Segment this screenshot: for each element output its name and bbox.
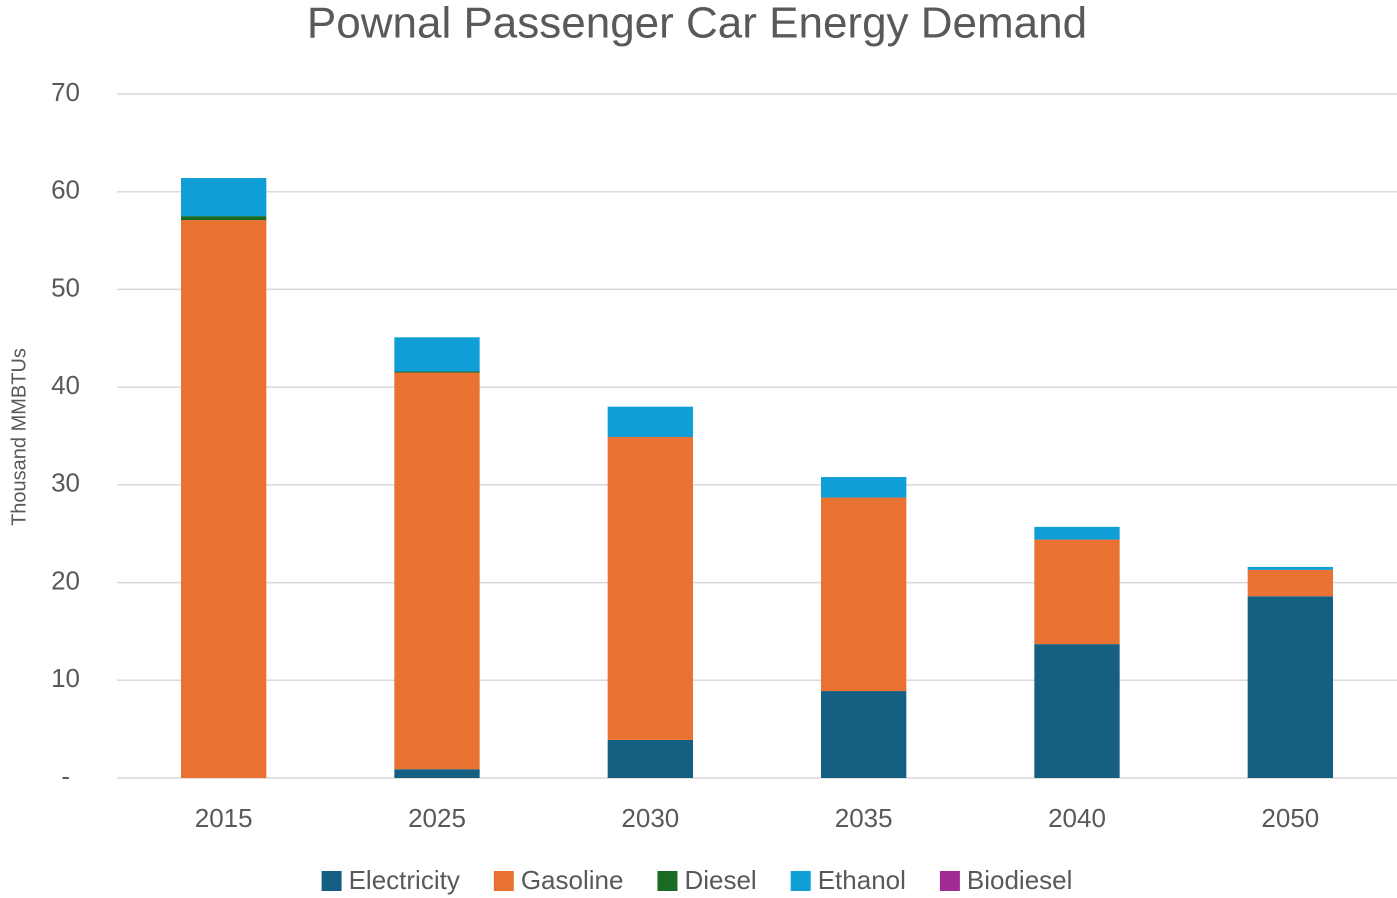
bar-segment: [394, 372, 480, 770]
legend-label: Ethanol: [818, 865, 906, 895]
bar-segment: [607, 436, 693, 740]
x-tick-label: 2035: [835, 803, 893, 833]
legend-swatch: [939, 871, 960, 891]
bar-segment: [1034, 539, 1120, 645]
legend-label: Biodiesel: [967, 865, 1073, 895]
legend-swatch: [321, 871, 342, 891]
x-tick-label: 2025: [408, 803, 466, 833]
bar-segment: [607, 739, 693, 778]
bar-segment: [394, 371, 480, 373]
bar-segment: [821, 477, 907, 498]
legend-label: Electricity: [349, 865, 460, 895]
y-axis-label: Thousand MMBTUs: [8, 348, 30, 526]
bar-segment: [821, 497, 907, 692]
bar-segment: [607, 406, 693, 437]
x-tick-label: 2040: [1048, 803, 1106, 833]
bar-segment: [821, 691, 907, 778]
y-tick-label: 60: [51, 175, 80, 205]
bar-segment: [181, 220, 267, 779]
bar-segment: [181, 178, 267, 217]
bar-segment: [1034, 644, 1120, 778]
legend-swatch: [493, 871, 514, 891]
bar-segment: [394, 769, 480, 778]
y-tick-label: -: [61, 761, 70, 791]
bar-segment: [181, 216, 267, 221]
y-tick-label: 70: [51, 77, 80, 107]
y-tick-label: 40: [51, 370, 80, 400]
y-tick-label: 10: [51, 663, 80, 693]
y-tick-label: 30: [51, 468, 80, 498]
bar-segment: [1034, 526, 1120, 540]
x-tick-label: 2050: [1261, 803, 1319, 833]
bar-segment: [1247, 596, 1333, 778]
legend-label: Diesel: [684, 865, 756, 895]
bar-segment: [1247, 566, 1333, 570]
legend-swatch: [790, 871, 811, 891]
bar-segment: [394, 337, 480, 372]
chart-title: Pownal Passenger Car Energy Demand: [307, 0, 1087, 48]
y-tick-label: 50: [51, 272, 80, 302]
y-tick-label: 20: [51, 565, 80, 595]
x-tick-label: 2030: [621, 803, 679, 833]
legend-label: Gasoline: [521, 865, 624, 895]
legend-swatch: [657, 871, 678, 891]
bar-segment: [1247, 569, 1333, 597]
x-tick-label: 2015: [195, 803, 253, 833]
